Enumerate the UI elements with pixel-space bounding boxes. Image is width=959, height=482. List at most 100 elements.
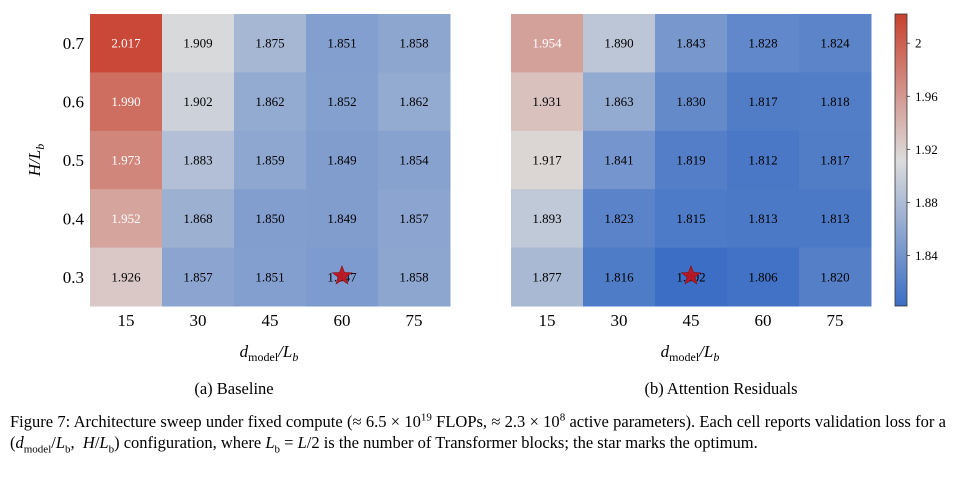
heatmap-cell bbox=[306, 72, 379, 132]
heatmap-cell bbox=[162, 130, 235, 190]
heatmap-cell bbox=[378, 14, 451, 73]
cell-value-label: 1.883 bbox=[183, 153, 212, 168]
colorbar: 2 1.96 1.92 1.88 1.84 bbox=[894, 13, 938, 307]
y-tick-label: 0.5 bbox=[63, 151, 84, 170]
cell-value-label: 1.858 bbox=[399, 36, 428, 51]
cell-value-label: 2.017 bbox=[111, 36, 141, 51]
x-tick-label: 60 bbox=[755, 311, 772, 330]
y-axis-label: H/Lb bbox=[25, 144, 47, 177]
colorbar-gradient bbox=[894, 13, 908, 307]
cell-value-label: 1.815 bbox=[676, 211, 705, 226]
x-tick-label: 75 bbox=[406, 311, 423, 330]
cell-value-label: 1.806 bbox=[748, 269, 778, 284]
cell-value-label: 1.851 bbox=[327, 36, 356, 51]
y-tick-label: 0.4 bbox=[63, 209, 85, 228]
y-tick-label: 0.7 bbox=[63, 34, 85, 53]
x-tick-label: 30 bbox=[611, 311, 628, 330]
heatmap-cell bbox=[583, 189, 656, 249]
cell-value-label: 1.893 bbox=[532, 211, 561, 226]
cell-value-label: 1.819 bbox=[676, 153, 705, 168]
x-tick-label: 15 bbox=[539, 311, 556, 330]
heatmap-cell bbox=[511, 72, 584, 132]
colorbar-tick-label: 1.92 bbox=[915, 142, 938, 157]
heatmap-cell bbox=[90, 247, 163, 307]
heatmap-cell bbox=[378, 72, 451, 132]
heatmap-attention-residuals: 1.954 1.890 1.843 1.828 1.824 1.931 1.863 1.830… bbox=[511, 14, 872, 330]
optimum-star-marker bbox=[680, 264, 702, 285]
heatmap-cell bbox=[90, 130, 163, 190]
heatmap-cell bbox=[234, 14, 307, 73]
cell-value-label: 1.917 bbox=[532, 153, 562, 168]
cell-value-label: 1.973 bbox=[111, 153, 140, 168]
x-tick-label: 15 bbox=[118, 311, 135, 330]
x-tick-label: 75 bbox=[827, 311, 844, 330]
cell-value-label: 1.849 bbox=[327, 153, 356, 168]
heatmap-cell bbox=[511, 247, 584, 307]
caption-text-4: ) configuration, where bbox=[114, 433, 266, 452]
cell-value-label: 1.812 bbox=[748, 153, 777, 168]
heatmap-cell bbox=[234, 130, 307, 190]
heatmap-cell bbox=[799, 189, 872, 249]
heatmap-cell bbox=[655, 130, 728, 190]
cell-value-label: 1.828 bbox=[748, 36, 777, 51]
cell-value-label: 1.816 bbox=[604, 269, 634, 284]
heatmap-cell bbox=[655, 189, 728, 249]
heatmap-cell bbox=[306, 130, 379, 190]
heatmap-cell bbox=[162, 72, 235, 132]
cell-value-label: 1.857 bbox=[183, 269, 213, 284]
cell-value-label: 1.931 bbox=[532, 94, 561, 109]
heatmap-cell bbox=[234, 247, 307, 307]
heatmap-cell bbox=[727, 130, 800, 190]
heatmap-cell bbox=[799, 247, 872, 307]
x-tick-label: 60 bbox=[334, 311, 351, 330]
heatmap-cell bbox=[234, 72, 307, 132]
heatmap-cell bbox=[583, 14, 656, 73]
heatmap-cell bbox=[234, 189, 307, 249]
cell-value-label: 1.850 bbox=[255, 211, 284, 226]
cell-value-label: 1.813 bbox=[820, 211, 849, 226]
cell-value-label: 1.859 bbox=[255, 153, 284, 168]
caption-lead: Figure 7: bbox=[10, 412, 71, 431]
cell-value-label: 1.868 bbox=[183, 211, 212, 226]
heatmap-cell bbox=[727, 189, 800, 249]
cell-value-label: 1.862 bbox=[255, 94, 284, 109]
cell-value-label: 1.818 bbox=[820, 94, 849, 109]
cell-value-label: 1.843 bbox=[676, 36, 705, 51]
heatmap-cell bbox=[90, 72, 163, 132]
heatmap-cell bbox=[511, 14, 584, 73]
heatmap-cell bbox=[306, 189, 379, 249]
caption-text-5: is the number of Transformer blocks; the… bbox=[319, 433, 758, 452]
caption-text-3: active parameters). Each cell reports va… bbox=[10, 412, 946, 452]
heatmap-cell bbox=[727, 247, 800, 307]
heatmap-cell bbox=[799, 72, 872, 132]
cell-value-label: 1.857 bbox=[399, 211, 429, 226]
heatmap-cell bbox=[306, 14, 379, 73]
cell-value-label: 1.823 bbox=[604, 211, 633, 226]
x-tick-label: 30 bbox=[190, 311, 207, 330]
heatmap-cell bbox=[162, 189, 235, 249]
cell-value-label: 1.817 bbox=[748, 94, 778, 109]
cell-value-label: 1.851 bbox=[255, 269, 284, 284]
caption-exp-1: 19 bbox=[420, 411, 432, 424]
cell-value-label: 1.926 bbox=[111, 269, 141, 284]
cell-value-label: 1.902 bbox=[183, 94, 212, 109]
caption-exp-2: 8 bbox=[559, 411, 566, 424]
cell-value-label: 1.954 bbox=[532, 36, 562, 51]
heatmap-cell bbox=[378, 247, 451, 307]
heatmap-cell bbox=[511, 189, 584, 249]
figure: 2.017 1.909 1.875 1.851 1.858 1.990 1.902 1.862… bbox=[25, 13, 938, 398]
cell-value-label: 1.877 bbox=[532, 269, 562, 284]
caption-text-1: Architecture sweep under fixed compute (… bbox=[73, 412, 421, 431]
caption-text-2: FLOPs, ≈ 2.3 × 10 bbox=[431, 412, 560, 431]
cell-value-label: 1.863 bbox=[604, 94, 633, 109]
optimum-star-marker bbox=[331, 264, 353, 285]
heatmap-cell bbox=[378, 189, 451, 249]
cell-value-label: 1.852 bbox=[327, 94, 356, 109]
cell-value-label: 1.854 bbox=[399, 153, 429, 168]
cell-value-label: 1.849 bbox=[327, 211, 356, 226]
subcaption-a: (a) Baseline bbox=[194, 379, 273, 398]
heatmap-cell bbox=[583, 72, 656, 132]
heatmap-cell bbox=[655, 14, 728, 73]
heatmap-cell bbox=[799, 130, 872, 190]
cell-value-label: 1.830 bbox=[676, 94, 705, 109]
